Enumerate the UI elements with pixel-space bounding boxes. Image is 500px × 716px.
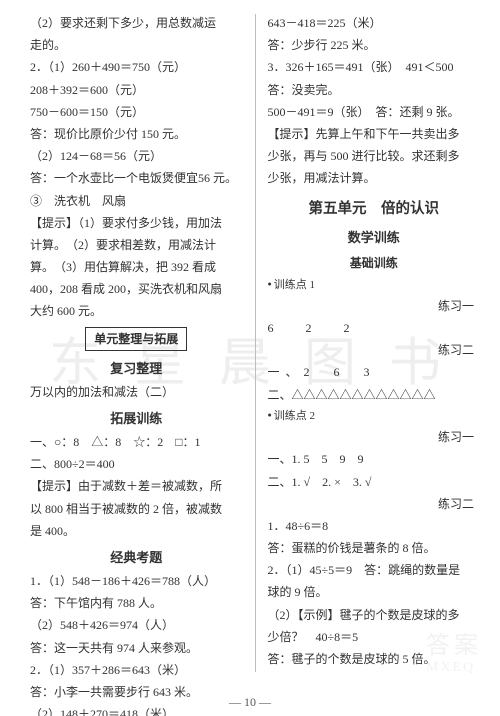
text-line: 2．（1）260＋490＝750（元） <box>30 56 243 78</box>
text-line: 3．326＋165＝491（张） 491＜500 <box>268 56 481 78</box>
text-line: 答：现价比原价少付 150 元。 <box>30 123 243 145</box>
text-line: 二、1. √ 2. × 3. √ <box>268 471 481 493</box>
text-line: （2）要求还剩下多少，用总数减运 <box>30 12 243 34</box>
text-line: 万以内的加法和减法（二） <box>30 381 243 403</box>
text-line: 二、△△△△△△△△△△△△ <box>268 384 481 406</box>
section-box: 单元整理与拓展 <box>85 327 187 351</box>
text-line: 1．48÷6＝8 <box>268 515 481 537</box>
text-line: 少张，用减法计算。 <box>268 167 481 189</box>
text-line: （2）124－68＝56（元） <box>30 145 243 167</box>
text-line: 少张，再与 500 进行比较。求还剩多 <box>268 145 481 167</box>
text-line: 一、○：8 △：8 ☆：2 □：1 <box>30 431 243 453</box>
text-line: 6 2 2 <box>268 317 481 339</box>
text-line: 大约 600 元。 <box>30 300 243 322</box>
text-line: 球的 9 倍。 <box>268 581 481 603</box>
text-line: 少倍？ 40÷8＝5 <box>268 626 481 648</box>
unit-title: 第五单元 倍的认识 <box>268 196 481 223</box>
subsection-title: 复习整理 <box>30 357 243 381</box>
exercise-label: 练习一 <box>268 295 481 317</box>
text-line: 2．（1）357＋286＝643（米） <box>30 659 243 681</box>
text-line: 【提示】由于减数＋差＝被减数，所 <box>30 475 243 497</box>
text-line: 500－491＝9（张） 答：还剩 9 张。 <box>268 101 481 123</box>
exercise-label: 练习一 <box>268 426 481 448</box>
subsection-title: 经典考题 <box>30 546 243 570</box>
exercise-label: 练习二 <box>268 493 481 515</box>
text-line: 2．（1）45÷5＝9 答：跳绳的数量是 <box>268 559 481 581</box>
text-line: 以 800 相当于被减数的 2 倍，被减数 <box>30 498 243 520</box>
text-line: ③ 洗衣机 风扇 <box>30 190 243 212</box>
text-line: 643－418＝225（米） <box>268 12 481 34</box>
text-line: 走的。 <box>30 34 243 56</box>
text-line: 750－600＝150（元） <box>30 101 243 123</box>
section-box-wrap: 单元整理与拓展 <box>30 323 243 353</box>
text-line: 400，208 看成 200，买洗衣机和风扇 <box>30 278 243 300</box>
text-line: 答：没卖完。 <box>268 79 481 101</box>
text-line: 1．（1）548－186＋426＝788（人） <box>30 570 243 592</box>
text-line: 【提示】先算上午和下午一共卖出多 <box>268 123 481 145</box>
right-column: 643－418＝225（米） 答：少步行 225 米。 3．326＋165＝49… <box>256 12 481 680</box>
text-line: 答：蛋糕的价钱是薯条的 8 倍。 <box>268 537 481 559</box>
text-line: 答：这一天共有 974 人来参观。 <box>30 637 243 659</box>
text-line: 二、800÷2＝400 <box>30 453 243 475</box>
text-line: 一、2 6 3 <box>268 361 481 383</box>
text-line: 答：一个水壶比一个电饭煲便宜56 元。 <box>30 167 243 189</box>
text-line: 208＋392＝600（元） <box>30 79 243 101</box>
text-line: 【提示】（1）要求付多少钱，用加法 <box>30 212 243 234</box>
training-point-label: 训练点 1 <box>268 275 481 295</box>
content-columns: （2）要求还剩下多少，用总数减运 走的。 2．（1）260＋490＝750（元）… <box>0 0 500 680</box>
text-line: （2）548＋426＝974（人） <box>30 614 243 636</box>
subsection-title: 拓展训练 <box>30 407 243 431</box>
text-line: （2）【示例】毽子的个数是皮球的多 <box>268 604 481 626</box>
text-line: 答：少步行 225 米。 <box>268 34 481 56</box>
training-point-label: 训练点 2 <box>268 406 481 426</box>
subsection-title: 数学训练 <box>268 226 481 250</box>
text-line: 计算。 （2）要求相差数，用减法计 <box>30 234 243 256</box>
left-column: （2）要求还剩下多少，用总数减运 走的。 2．（1）260＋490＝750（元）… <box>30 12 255 680</box>
page-number: — 10 — <box>0 695 500 710</box>
subsection-title: 基础训练 <box>268 252 481 274</box>
text-line: 答：毽子的个数是皮球的 5 倍。 <box>268 648 481 670</box>
text-line: 答：下午馆内有 788 人。 <box>30 592 243 614</box>
text-line: 是 400。 <box>30 520 243 542</box>
exercise-label: 练习二 <box>268 339 481 361</box>
text-line: 一、1. 5 5 9 9 <box>268 448 481 470</box>
text-line: 算。 （3）用估算解决，把 392 看成 <box>30 256 243 278</box>
